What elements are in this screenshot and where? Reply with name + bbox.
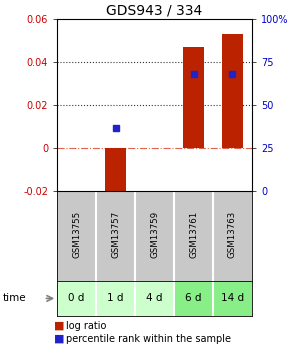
Text: ■: ■ [54,334,65,344]
Bar [213,281,252,316]
Text: 14 d: 14 d [221,294,244,303]
Bar [57,281,96,316]
Text: GSM13755: GSM13755 [72,211,81,258]
Bar [96,281,135,316]
Bar [222,34,243,148]
Text: percentile rank within the sample: percentile rank within the sample [66,334,231,344]
Text: log ratio: log ratio [66,321,106,331]
Text: 4 d: 4 d [146,294,163,303]
Bar [135,281,174,316]
Text: GSM13757: GSM13757 [111,211,120,258]
Text: 1 d: 1 d [107,294,124,303]
Text: ■: ■ [54,321,65,331]
Text: GSM13763: GSM13763 [228,211,237,258]
Bar [174,281,213,316]
Text: GSM13761: GSM13761 [189,211,198,258]
Text: GSM13759: GSM13759 [150,211,159,258]
Text: 6 d: 6 d [185,294,202,303]
Bar [183,47,204,148]
Bar [105,148,126,202]
Title: GDS943 / 334: GDS943 / 334 [106,4,203,18]
Text: 0 d: 0 d [69,294,85,303]
Text: time: time [3,294,27,303]
